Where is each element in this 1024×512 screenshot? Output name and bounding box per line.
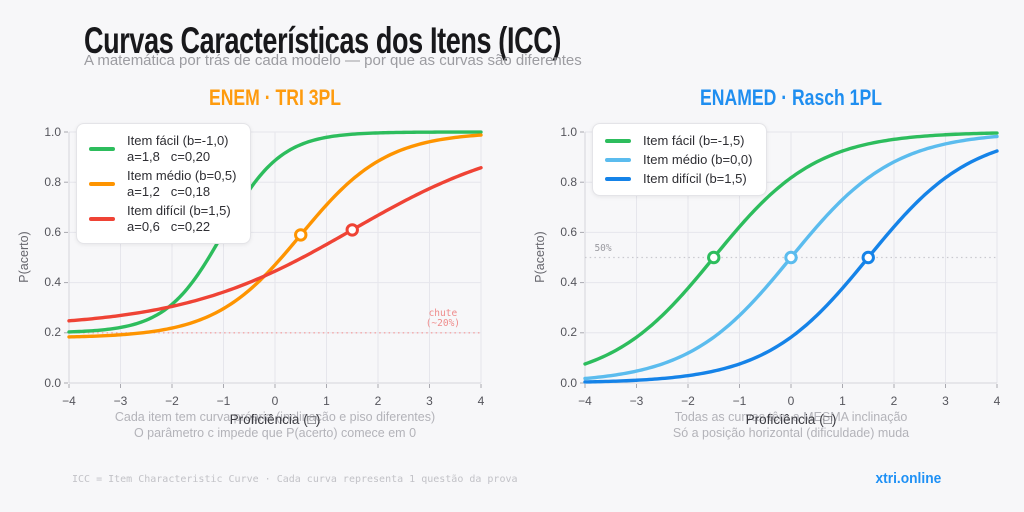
curve-marker-2	[345, 223, 359, 237]
page-title: Curvas Características dos Itens (ICC)	[84, 20, 561, 61]
legend: Item fácil (b=-1,5) Item médio (b=0,0) Ite…	[592, 123, 768, 196]
guide-label: chute (~20%)	[425, 307, 461, 329]
x-tick-label: 1	[323, 394, 330, 408]
y-axis-label: P(acerto)	[17, 231, 31, 283]
chart-caption-line-2: O parâmetro c impede que P(acerto) comec…	[133, 426, 417, 440]
x-tick-label: −2	[165, 394, 179, 408]
curve-marker-1	[784, 250, 798, 265]
x-tick-label: −4	[62, 394, 76, 408]
y-tick-label: 0.6	[560, 224, 577, 239]
chart-caption-line-2: Só a posição horizontal (dificuldade) mu…	[672, 426, 910, 440]
chart-caption-line-1: Todas as curvas têm a MESMA inclinação	[674, 410, 908, 424]
y-tick-label: 1.0	[44, 124, 61, 139]
legend: Item fácil (b=-1,0) a=1,8 c=0,20 Item médi…	[76, 123, 252, 244]
legend-swatch-icon	[89, 182, 115, 186]
x-tick-label: 0	[271, 394, 279, 408]
x-tick-label: −3	[629, 394, 644, 408]
y-tick-label: 1.0	[560, 124, 577, 139]
curve-marker-0	[707, 250, 721, 265]
legend-item-1: Item médio (b=0,5) a=1,2 c=0,18	[89, 168, 236, 200]
y-tick-label: 0.2	[44, 325, 61, 340]
x-tick-label: 0	[787, 394, 795, 408]
y-tick-label: 0.0	[44, 375, 61, 390]
icc-curve-2	[67, 166, 483, 323]
chart-title-enamed: ENAMED · Rasch 1PL	[700, 85, 882, 110]
legend-swatch-icon	[89, 217, 115, 221]
icc-curve-0	[583, 131, 999, 366]
legend-item-1: Item médio (b=0,0)	[605, 152, 752, 168]
x-tick-label: 1	[839, 394, 846, 408]
brand-logo: xtri.online	[875, 471, 941, 487]
legend-label: Item fácil (b=-1,5)	[643, 133, 745, 148]
x-axis-label: Proficiência (□)	[229, 412, 321, 427]
curve-marker-1	[294, 228, 308, 242]
y-tick-label: 0.8	[560, 174, 577, 189]
legend-item-2: Item difícil (b=1,5) a=0,6 c=0,22	[89, 203, 236, 235]
x-tick-label: −1	[732, 394, 747, 408]
chart-enem-tri-3pl: ENEM · TRI 3PL P(acerto) Cada item tem c…	[17, 85, 484, 440]
icc-curve-2	[583, 149, 999, 384]
y-tick-label: 0.4	[44, 275, 61, 290]
legend-swatch-icon	[605, 139, 631, 143]
legend-item-0: Item fácil (b=-1,5)	[605, 133, 752, 149]
curve-marker-2	[861, 250, 875, 265]
x-tick-label: 3	[942, 394, 949, 408]
legend-label: Item médio (b=0,0)	[643, 152, 753, 167]
guide-label: 50%	[594, 242, 612, 254]
legend-swatch-icon	[605, 177, 631, 181]
y-tick-label: 0.8	[44, 174, 61, 189]
page-subtitle: A matemática por trás de cada modelo — p…	[84, 52, 582, 69]
x-tick-label: −1	[216, 394, 231, 408]
y-tick-label: 0.6	[44, 224, 61, 239]
x-tick-label: 4	[993, 394, 1001, 408]
x-tick-label: 3	[426, 394, 433, 408]
y-tick-label: 0.0	[560, 375, 577, 390]
y-axis-label: P(acerto)	[533, 231, 547, 283]
icc-curve-1	[67, 133, 483, 339]
chart-title-enem: ENEM · TRI 3PL	[208, 85, 341, 110]
legend-swatch-icon	[605, 158, 631, 162]
footer-note: ICC = Item Characteristic Curve · Cada c…	[72, 474, 518, 485]
y-tick-label: 0.2	[560, 325, 577, 340]
legend-item-0: Item fácil (b=-1,0) a=1,8 c=0,20	[89, 133, 236, 165]
chart-enamed-rasch-1pl: ENAMED · Rasch 1PL P(acerto) Todas as cu…	[533, 85, 1000, 440]
legend-swatch-icon	[89, 147, 115, 151]
x-tick-label: −3	[113, 394, 128, 408]
x-tick-label: 4	[477, 394, 485, 408]
chart-caption: Todas as curvas têm a MESMA inclinação S…	[565, 409, 1017, 441]
x-tick-label: 2	[890, 394, 898, 408]
legend-label: Item médio (b=0,5) a=1,2 c=0,18	[127, 168, 237, 199]
chart-caption: Cada item tem curva própria (inclinação …	[49, 409, 501, 441]
x-tick-label: −2	[681, 394, 695, 408]
legend-label: Item fácil (b=-1,0) a=1,8 c=0,20	[127, 133, 229, 164]
chart-caption-line-1: Cada item tem curva própria (inclinação …	[114, 410, 436, 424]
legend-label: Item difícil (b=1,5) a=0,6 c=0,22	[127, 203, 231, 234]
x-axis-label: Proficiência (□)	[745, 412, 837, 427]
legend-label: Item difícil (b=1,5)	[643, 171, 747, 186]
icc-curve-0	[67, 130, 483, 334]
y-tick-label: 0.4	[560, 275, 577, 290]
plot-area	[64, 130, 483, 388]
x-tick-label: −4	[578, 394, 592, 408]
x-tick-label: 2	[374, 394, 382, 408]
legend-item-2: Item difícil (b=1,5)	[605, 171, 752, 187]
